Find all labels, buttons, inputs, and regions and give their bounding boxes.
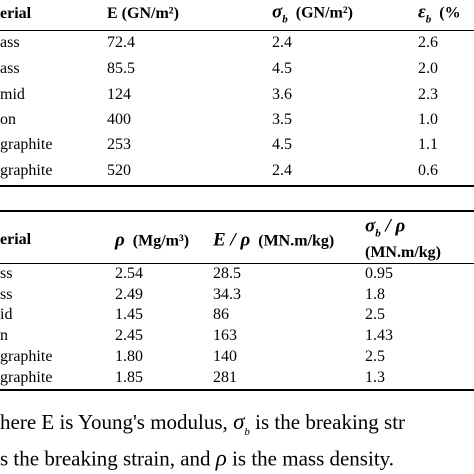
cell: 2.0 — [418, 60, 438, 77]
cell: mid — [0, 86, 25, 103]
cell: 3.5 — [272, 111, 292, 128]
subscript: b — [244, 425, 250, 438]
symbol-text: ρ — [115, 229, 125, 251]
cell: 1.45 — [115, 306, 143, 323]
cell: 1.85 — [115, 369, 143, 386]
cell: 1.1 — [418, 136, 438, 153]
header-cell: ρ (Mg/m³) — [115, 231, 189, 250]
cell: 253 — [107, 136, 131, 153]
cell: 2.54 — [115, 265, 143, 282]
cell: ss — [0, 286, 13, 303]
header-cell: E (GN/m²) — [107, 5, 179, 22]
cell: graphite — [0, 136, 53, 153]
cell: 2.3 — [418, 86, 438, 103]
footer-line: s the breaking strain, and ρ is the mass… — [0, 447, 394, 470]
cell: 140 — [213, 348, 237, 365]
rule — [0, 185, 474, 187]
cell: 28.5 — [213, 265, 241, 282]
header-cell: σb / ρ — [365, 217, 405, 240]
cell: 124 — [107, 86, 131, 103]
cell: ass — [0, 60, 20, 77]
text: is the breaking str — [249, 410, 406, 435]
cell: n — [0, 327, 8, 344]
unit: (GN/m²) — [295, 4, 353, 22]
symbol: σb / ρ — [365, 215, 406, 240]
rule — [0, 210, 474, 212]
cell: 85.5 — [107, 60, 135, 77]
cell: 2.5 — [365, 306, 385, 323]
cell: 2.45 — [115, 327, 143, 344]
symbol-after: / ρ — [380, 215, 406, 237]
cell: on — [0, 111, 16, 128]
cell: 2.6 — [418, 34, 438, 51]
symbol-text: σ — [365, 215, 376, 237]
cell: 4.5 — [272, 60, 292, 77]
cell: 34.3 — [213, 286, 241, 303]
symbol-text: σ — [233, 409, 245, 435]
symbol: εb — [418, 1, 432, 26]
text: s the breaking strain, and — [0, 446, 216, 471]
unit: (Mg/m³) — [132, 232, 190, 250]
cell: graphite — [0, 369, 53, 386]
symbol-text: ρ — [215, 445, 227, 471]
symbol: ρ — [115, 230, 125, 251]
cell: 1.0 — [418, 111, 438, 128]
cell: 1.43 — [365, 327, 393, 344]
cell: ass — [0, 34, 20, 51]
header-cell: εb (% — [418, 3, 461, 26]
header-cell: σb (GN/m²) — [272, 3, 353, 26]
cell: graphite — [0, 348, 53, 365]
cell: 0.6 — [418, 162, 438, 179]
cell: id — [0, 306, 13, 323]
header-cell: erial — [0, 231, 32, 248]
footer-line: here E is Young's modulus, σb is the bre… — [0, 410, 405, 438]
text: here E is Young's modulus, — [0, 410, 234, 435]
cell: 1.80 — [115, 348, 143, 365]
symbol-text: ε — [418, 1, 426, 23]
cell: graphite — [0, 162, 53, 179]
symbol: ρ — [216, 446, 227, 471]
header-cell: E / ρ (MN.m/kg) — [213, 231, 334, 250]
symbol: σb — [233, 409, 250, 437]
cell: 2.4 — [272, 34, 292, 51]
cell: 400 — [107, 111, 131, 128]
cell: 281 — [213, 369, 237, 386]
cell: 4.5 — [272, 136, 292, 153]
cell: 2.5 — [365, 348, 385, 365]
unit: (MN.m/kg) — [365, 244, 441, 261]
symbol-text: E / ρ — [213, 229, 251, 251]
subscript: b — [375, 227, 381, 240]
text: is the mass density. — [226, 446, 395, 471]
subscript: b — [282, 13, 288, 26]
rule — [0, 263, 474, 264]
symbol: E / ρ — [213, 230, 250, 251]
rule — [0, 389, 474, 391]
cell: ss — [0, 265, 13, 282]
cell: 1.3 — [365, 369, 385, 386]
cell: 520 — [107, 162, 131, 179]
cell: 3.6 — [272, 86, 292, 103]
cell: 0.95 — [365, 265, 393, 282]
unit: (% — [439, 4, 461, 22]
cell: 72.4 — [107, 34, 135, 51]
subscript: b — [425, 13, 432, 26]
cell: 2.4 — [272, 162, 292, 179]
unit: (MN.m/kg) — [258, 232, 335, 250]
cell: 86 — [213, 306, 229, 323]
symbol: σb — [272, 1, 288, 26]
rule — [0, 30, 474, 31]
header-cell: erial — [0, 5, 32, 22]
cell: 2.49 — [115, 286, 143, 303]
cell: 1.8 — [365, 286, 385, 303]
cell: 163 — [213, 327, 237, 344]
symbol-text: σ — [272, 1, 283, 23]
